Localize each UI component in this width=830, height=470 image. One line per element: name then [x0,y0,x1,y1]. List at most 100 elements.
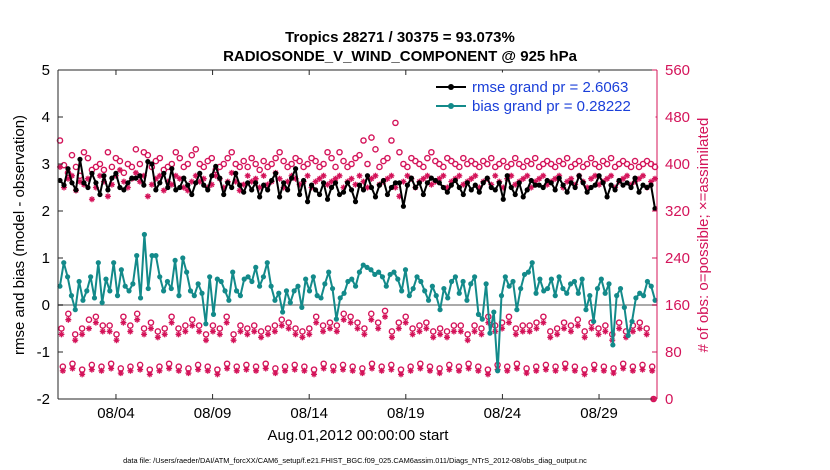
obs-assimilated-marker [240,181,247,188]
obs-possible-marker [140,325,148,332]
rmse-point [360,187,367,193]
y-left-tick-label: 4 [42,109,50,126]
rmse-point [296,191,303,198]
bias-point [199,290,205,296]
bias-point [406,293,412,299]
rmse-point [604,194,610,200]
obs-assimilated-marker [244,172,251,179]
rmse-point [624,180,630,186]
rmse-point [149,161,155,167]
rmse-point [344,180,351,186]
obs-assimilated-marker [79,371,86,378]
obs-assimilated-marker [204,367,211,374]
obs-possible-marker [188,151,196,159]
bias-point [487,330,493,336]
obs-assimilated-marker [220,184,227,191]
obs-assimilated-marker [214,371,221,378]
bias-point [226,297,232,303]
rmse-point [65,166,71,172]
obs-assimilated-marker [160,187,167,194]
bias-point [230,269,236,275]
obs-assimilated-marker [643,331,650,338]
bias-point [72,307,78,313]
obs-assimilated-marker [312,178,319,185]
rmse-point [348,187,355,193]
obs-possible-marker [304,160,311,168]
bias-point [441,285,447,292]
y-right-tick-label: 320 [665,203,690,220]
bias-point [456,290,462,296]
bias-point [521,271,528,278]
obs-assimilated-marker [176,175,183,182]
y-right-tick-label: 0 [665,391,673,408]
bias-point [203,321,209,327]
bias-point [502,274,508,280]
rmse-point [181,175,187,181]
obs-assimilated-marker [400,178,407,185]
bias-point [333,316,339,322]
rmse-point [125,180,131,186]
rmse-point [372,194,379,200]
obs-assimilated-marker [117,370,124,377]
obs-assimilated-marker [258,334,265,341]
obs-assimilated-marker [313,319,320,326]
rmse-point [528,177,534,184]
obs-assimilated-marker [596,181,603,188]
rmse-point [141,182,147,188]
obs-assimilated-marker [208,181,215,188]
obs-assimilated-marker [536,175,543,182]
obs-assimilated-marker [292,175,299,182]
bias-point [591,318,597,325]
obs-possible-marker [404,163,411,171]
obs-assimilated-marker [195,366,202,373]
bias-point [349,276,355,282]
rmse-point [392,180,399,186]
obs-assimilated-marker [136,178,143,185]
obs-assimilated-marker [533,325,540,332]
data-file-footer: data file: /Users/raeder/DAI/ATM_forcXX/… [123,456,587,465]
obs-possible-marker [136,160,144,168]
obs-possible-marker [396,148,403,156]
obs-assimilated-marker [132,169,139,176]
rmse-point [77,156,83,162]
obs-possible-marker [128,163,136,171]
obs-possible-marker [100,166,108,174]
obs-assimilated-marker [172,172,179,179]
obs-assimilated-marker [79,331,86,338]
rmse-point [488,184,494,191]
obs-assimilated-marker [175,367,182,374]
obs-assimilated-marker [182,328,189,335]
bias-point [337,295,343,301]
bias-point [560,285,566,292]
y-left-tick-label: -1 [37,344,50,361]
obs-assimilated-marker [137,366,144,373]
bias-point [633,295,639,301]
obs-possible-marker [176,154,184,162]
obs-assimilated-marker [332,175,339,182]
y-right-tick-label: 80 [665,344,682,361]
obs-assimilated-marker [320,328,327,335]
obs-assimilated-marker [581,371,588,378]
obs-possible-marker [384,154,391,162]
bias-point [118,267,124,273]
obs-assimilated-marker [478,331,485,338]
rmse-point [520,194,526,200]
obs-assimilated-marker [88,196,95,203]
obs-possible-marker [546,328,554,335]
obs-possible-marker [457,322,465,329]
obs-assimilated-marker [652,175,659,182]
x-tick-label: 08/29 [580,405,618,422]
bias-point [541,288,547,294]
legend: rmse grand pr = 2.6063 bias grand pr = 0.… [429,72,656,118]
obs-possible-marker [285,319,292,326]
obs-assimilated-marker [296,181,303,188]
obs-assimilated-marker [524,172,531,179]
rmse-point [472,182,478,188]
legend-swatch-marker [448,84,454,90]
obs-assimilated-marker [237,328,244,335]
obs-possible-marker [471,322,478,329]
obs-assimilated-marker [184,187,191,194]
rmse-point [221,191,227,198]
obs-assimilated-marker [436,175,443,182]
rmse-point [616,177,622,184]
